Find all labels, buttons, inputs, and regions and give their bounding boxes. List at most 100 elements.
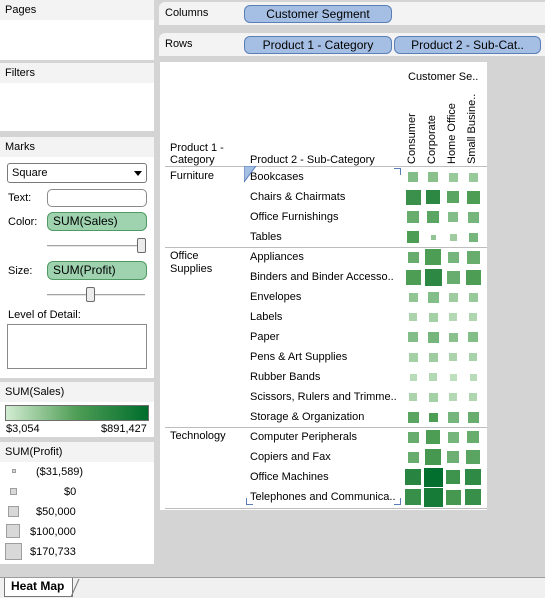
category-label[interactable]: Furniture [170, 170, 215, 182]
customer-segment-pill[interactable]: Customer Segment [244, 5, 392, 23]
heat-cell[interactable] [408, 352, 418, 362]
subcategory-label[interactable]: Telephones and Communica.. [250, 491, 396, 503]
heat-cell[interactable] [469, 313, 477, 321]
tab-heat-map[interactable]: Heat Map [4, 578, 74, 597]
heat-cell[interactable] [428, 312, 438, 322]
subcategory-label[interactable]: Office Machines [250, 471, 329, 483]
size-field-pill[interactable]: SUM(Profit) [47, 261, 147, 280]
heat-cell[interactable] [407, 231, 419, 243]
segment-header[interactable]: Corporate [426, 115, 438, 164]
heat-cell[interactable] [449, 373, 457, 381]
heat-cell[interactable] [408, 332, 418, 342]
heat-cell[interactable] [407, 451, 419, 463]
heat-cell[interactable] [468, 172, 478, 182]
heat-cell[interactable] [465, 469, 481, 485]
heat-cell[interactable] [469, 373, 477, 381]
heat-cell[interactable] [405, 189, 421, 205]
product-subcategory-pill[interactable]: Product 2 - Sub-Cat.. [394, 36, 541, 54]
heat-cell[interactable] [447, 191, 459, 203]
heat-cell[interactable] [409, 373, 417, 381]
subcategory-label[interactable]: Computer Peripherals [250, 431, 357, 443]
heat-cell[interactable] [447, 431, 459, 443]
heat-cell[interactable] [466, 450, 480, 464]
heat-cell[interactable] [430, 234, 436, 240]
heat-cell[interactable] [467, 411, 479, 423]
heat-cell[interactable] [405, 269, 421, 285]
subcategory-label[interactable]: Bookcases [250, 171, 304, 183]
mark-type-select[interactable]: Square [7, 163, 147, 183]
heat-cell[interactable] [445, 489, 461, 505]
subcategory-label[interactable]: Binders and Binder Accesso.. [250, 271, 394, 283]
subcategory-label[interactable]: Pens & Art Supplies [250, 351, 348, 363]
subcategory-label[interactable]: Office Furnishings [250, 211, 339, 223]
subcategory-label[interactable]: Scissors, Rulers and Trimme.. [250, 391, 397, 403]
subcategory-label[interactable]: Tables [250, 231, 282, 243]
heat-cell[interactable] [424, 268, 442, 286]
segment-header[interactable]: Consumer [406, 113, 418, 164]
color-slider-thumb[interactable] [137, 238, 146, 253]
heat-cell[interactable] [465, 269, 481, 285]
heat-cell[interactable] [467, 431, 479, 443]
product-category-pill[interactable]: Product 1 - Category [244, 36, 392, 54]
subcategory-label[interactable]: Appliances [250, 251, 304, 263]
heat-cell[interactable] [409, 393, 417, 401]
heat-cell[interactable] [407, 251, 419, 263]
heat-cell[interactable] [425, 449, 441, 465]
subcategory-label[interactable]: Labels [250, 311, 283, 323]
heat-cell[interactable] [407, 211, 419, 223]
heat-cell[interactable] [405, 469, 421, 485]
heat-cell[interactable] [428, 352, 438, 362]
heat-cell[interactable] [448, 292, 458, 302]
heat-cell[interactable] [465, 489, 481, 505]
heat-cell[interactable] [426, 190, 440, 204]
heat-cell[interactable] [429, 373, 437, 381]
category-label[interactable]: Technology [170, 430, 226, 442]
heat-cell[interactable] [467, 211, 479, 223]
heat-cell[interactable] [409, 313, 417, 321]
heat-cell[interactable] [427, 331, 439, 343]
subcategory-label[interactable]: Paper [250, 331, 280, 343]
subcategory-label[interactable]: Storage & Organization [250, 411, 365, 423]
heat-cell[interactable] [469, 393, 477, 401]
heat-cell[interactable] [468, 292, 478, 302]
heat-cell[interactable] [469, 353, 477, 361]
size-slider-thumb[interactable] [86, 287, 95, 302]
heat-cell[interactable] [407, 411, 419, 423]
heat-cell[interactable] [447, 451, 459, 463]
color-field-pill[interactable]: SUM(Sales) [47, 212, 147, 231]
heat-cell[interactable] [466, 190, 480, 204]
segment-header[interactable]: Small Busine.. [466, 93, 478, 164]
heat-cell[interactable] [446, 470, 460, 484]
rows-shelf[interactable]: Rows Product 1 - Category Product 2 - Su… [159, 33, 545, 56]
heat-cell[interactable] [448, 172, 458, 182]
heat-cell[interactable] [408, 292, 418, 302]
heat-cell[interactable] [426, 430, 440, 444]
category-label[interactable]: Office Supplies [170, 250, 213, 275]
heat-cell[interactable] [428, 412, 438, 422]
heat-cell[interactable] [423, 487, 443, 507]
columns-shelf[interactable]: Columns Customer Segment [159, 2, 545, 25]
heat-cell[interactable] [468, 232, 478, 242]
text-shelf[interactable] [47, 189, 147, 207]
heat-cell[interactable] [407, 431, 419, 443]
heat-cell[interactable] [448, 332, 458, 342]
heat-cell[interactable] [405, 489, 421, 505]
heat-cell[interactable] [446, 270, 460, 284]
heat-cell[interactable] [428, 392, 438, 402]
heat-cell[interactable] [428, 172, 438, 182]
heat-cell[interactable] [449, 313, 457, 321]
subcategory-label[interactable]: Copiers and Fax [250, 451, 331, 463]
heat-cell[interactable] [425, 249, 441, 265]
heat-cell[interactable] [449, 353, 457, 361]
heat-cell[interactable] [408, 172, 418, 182]
heat-cell[interactable] [427, 291, 439, 303]
heat-cell[interactable] [447, 251, 459, 263]
heat-cell[interactable] [449, 233, 457, 241]
subcategory-label[interactable]: Chairs & Chairmats [250, 191, 346, 203]
heat-cell[interactable] [423, 467, 443, 487]
heat-cell[interactable] [448, 212, 458, 222]
subcategory-label[interactable]: Envelopes [250, 291, 302, 303]
heat-cell[interactable] [447, 411, 459, 423]
heat-cell[interactable] [449, 393, 457, 401]
heat-cell[interactable] [466, 250, 480, 264]
